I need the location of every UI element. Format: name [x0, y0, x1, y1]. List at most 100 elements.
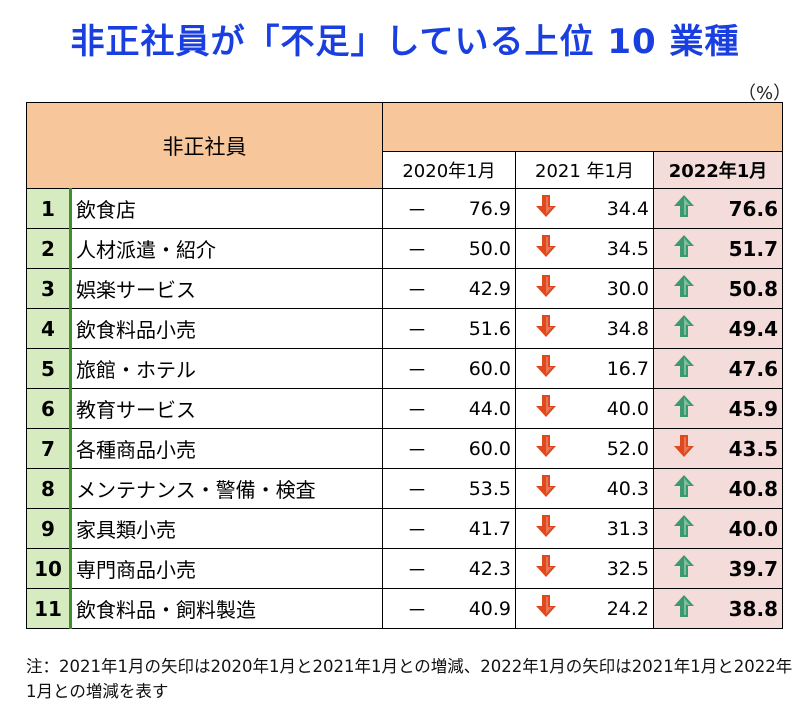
down-arrow-icon [526, 234, 558, 263]
value-2020: 51.6 [468, 317, 511, 340]
rank-cell: 3 [26, 268, 72, 309]
up-arrow-icon [664, 474, 696, 503]
value-2020: 42.9 [468, 277, 511, 300]
industry-cell: 人材派遣・紹介 [70, 228, 383, 269]
industry-cell: メンテナンス・警備・検査 [70, 468, 383, 509]
rank-cell: 11 [26, 588, 72, 629]
table-row: 3 娯楽サービス － 42.9 30.0 50.8 [26, 268, 783, 309]
no-change-dash: － [407, 598, 427, 622]
rank-cell: 8 [26, 468, 72, 509]
industry-cell: 旅館・ホテル [70, 348, 383, 389]
up-arrow-icon [664, 514, 696, 543]
up-arrow-icon [664, 594, 696, 623]
no-change-dash: － [407, 398, 427, 422]
value-2022: 76.6 [728, 196, 778, 221]
value-2020: 53.5 [468, 477, 511, 500]
value-2021: 40.0 [606, 397, 649, 420]
down-arrow-icon [526, 554, 558, 583]
value-2022: 38.8 [728, 596, 778, 621]
footnote: 注：2021年1月の矢印は2020年1月と2021年1月との増減、2022年1月… [26, 657, 793, 701]
value-2022: 50.8 [728, 276, 778, 301]
value-2020: 40.9 [468, 597, 511, 620]
down-arrow-icon [526, 314, 558, 343]
down-arrow-icon [526, 394, 558, 423]
industry-cell: 飲食料品・飼料製造 [70, 588, 383, 629]
value-2021: 31.3 [606, 517, 649, 540]
rank-cell: 10 [26, 548, 72, 589]
no-change-dash: － [407, 198, 427, 222]
value-2021: 52.0 [606, 437, 649, 460]
value-2021: 24.2 [606, 597, 649, 620]
column-header-2022: 2022年1月 [653, 151, 783, 189]
value-2022: 49.4 [728, 316, 778, 341]
no-change-dash: － [407, 358, 427, 382]
industry-cell: 飲食料品小売 [70, 308, 383, 349]
industry-cell: 家具類小売 [70, 508, 383, 549]
table-row: 9 家具類小売 － 41.7 31.3 40.0 [26, 508, 783, 549]
down-arrow-icon [526, 514, 558, 543]
value-2020: 44.0 [468, 397, 511, 420]
down-arrow-icon [526, 274, 558, 303]
down-arrow-icon [526, 434, 558, 463]
up-arrow-icon [664, 274, 696, 303]
up-arrow-icon [664, 394, 696, 423]
up-arrow-icon [664, 234, 696, 263]
up-arrow-icon [664, 194, 696, 223]
no-change-dash: － [407, 518, 427, 542]
value-2020: 60.0 [468, 437, 511, 460]
value-2020: 41.7 [468, 517, 511, 540]
value-2021: 32.5 [606, 557, 649, 580]
table-row: 1 飲食店 － 76.9 34.4 76.6 [26, 188, 783, 229]
industry-cell: 各種商品小売 [70, 428, 383, 469]
rank-cell: 2 [26, 228, 72, 269]
value-2021: 34.4 [606, 197, 649, 220]
down-arrow-icon [526, 594, 558, 623]
column-header-2021: 2021 年1月 [515, 151, 654, 189]
value-2022: 40.8 [728, 476, 778, 501]
table-row: 10 専門商品小売 － 42.3 32.5 39.7 [26, 548, 783, 589]
rank-cell: 6 [26, 388, 72, 429]
table-row: 6 教育サービス － 44.0 40.0 45.9 [26, 388, 783, 429]
no-change-dash: － [407, 558, 427, 582]
value-2022: 45.9 [728, 396, 778, 421]
page-title: 非正社員が「不足」している上位 10 業種 [70, 22, 740, 62]
no-change-dash: － [407, 238, 427, 262]
value-2020: 50.0 [468, 237, 511, 260]
unit-label: （%） [738, 83, 792, 104]
table-header-label: 非正社員 [26, 102, 383, 189]
value-2022: 47.6 [728, 356, 778, 381]
ranking-table: 非正社員 2020年1月 2021 年1月 2022年1月 1 飲食店 － 76.9 3… [26, 102, 783, 629]
table-header-band [382, 102, 783, 152]
table-row: 8 メンテナンス・警備・検査 － 53.5 40.3 40.8 [26, 468, 783, 509]
column-header-2020: 2020年1月 [382, 151, 516, 189]
table-row: 4 飲食料品小売 － 51.6 34.8 49.4 [26, 308, 783, 349]
value-2021: 34.5 [606, 237, 649, 260]
down-arrow-icon [526, 194, 558, 223]
table-row: 11 飲食料品・飼料製造 － 40.9 24.2 38.8 [26, 588, 783, 629]
value-2021: 40.3 [606, 477, 649, 500]
rank-cell: 7 [26, 428, 72, 469]
table-row: 2 人材派遣・紹介 － 50.0 34.5 51.7 [26, 228, 783, 269]
up-arrow-icon [664, 314, 696, 343]
rank-cell: 4 [26, 308, 72, 349]
no-change-dash: － [407, 478, 427, 502]
industry-cell: 専門商品小売 [70, 548, 383, 589]
value-2022: 39.7 [728, 556, 778, 581]
value-2020: 76.9 [468, 197, 511, 220]
value-2021: 16.7 [606, 357, 649, 380]
industry-cell: 教育サービス [70, 388, 383, 429]
value-2022: 51.7 [728, 236, 778, 261]
down-arrow-icon [664, 434, 696, 463]
no-change-dash: － [407, 318, 427, 342]
industry-cell: 娯楽サービス [70, 268, 383, 309]
rank-cell: 1 [26, 188, 72, 229]
table-row: 7 各種商品小売 － 60.0 52.0 43.5 [26, 428, 783, 469]
table-row: 5 旅館・ホテル － 60.0 16.7 47.6 [26, 348, 783, 389]
value-2022: 43.5 [728, 436, 778, 461]
industry-cell: 飲食店 [70, 188, 383, 229]
value-2020: 42.3 [468, 557, 511, 580]
up-arrow-icon [664, 554, 696, 583]
up-arrow-icon [664, 354, 696, 383]
down-arrow-icon [526, 354, 558, 383]
rank-cell: 9 [26, 508, 72, 549]
